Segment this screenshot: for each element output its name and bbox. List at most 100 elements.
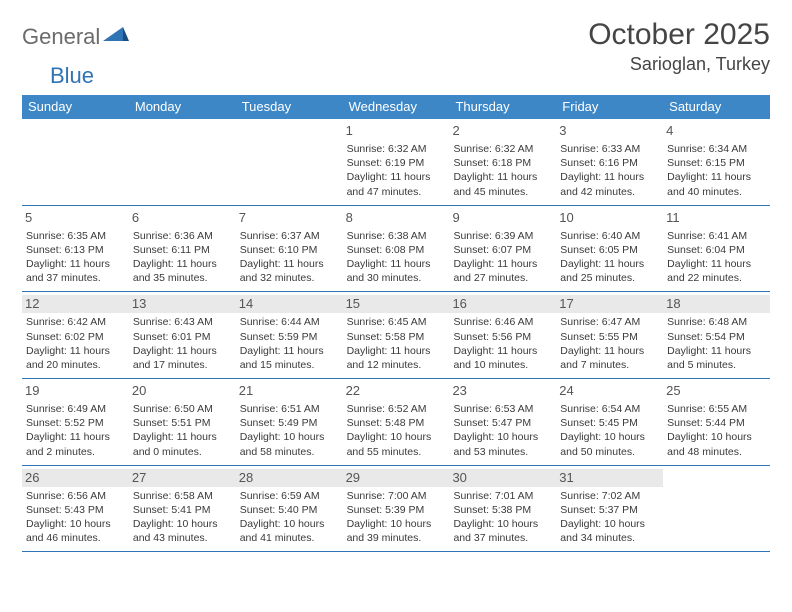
- day-detail: Sunrise: 6:33 AMSunset: 6:16 PMDaylight:…: [560, 142, 659, 199]
- day-detail: Sunrise: 6:42 AMSunset: 6:02 PMDaylight:…: [26, 315, 125, 372]
- day-number: 30: [449, 469, 556, 487]
- day-cell: [236, 119, 343, 205]
- day-number: 19: [22, 382, 129, 400]
- logo-word1: General: [22, 24, 100, 50]
- day-cell: 12 Sunrise: 6:42 AMSunset: 6:02 PMDayligh…: [22, 292, 129, 378]
- day-detail: Sunrise: 6:51 AMSunset: 5:49 PMDaylight:…: [240, 402, 339, 459]
- day-cell: 5 Sunrise: 6:35 AMSunset: 6:13 PMDaylight…: [22, 206, 129, 292]
- day-number: 5: [22, 209, 129, 227]
- day-number: 25: [663, 382, 770, 400]
- weekday-label: Friday: [556, 95, 663, 119]
- day-number: 14: [236, 295, 343, 313]
- weekday-label: Saturday: [663, 95, 770, 119]
- day-number: 9: [449, 209, 556, 227]
- day-cell: 13 Sunrise: 6:43 AMSunset: 6:01 PMDayligh…: [129, 292, 236, 378]
- day-number: 18: [663, 295, 770, 313]
- day-cell: [663, 466, 770, 552]
- day-detail: Sunrise: 6:35 AMSunset: 6:13 PMDaylight:…: [26, 229, 125, 286]
- day-detail: Sunrise: 6:54 AMSunset: 5:45 PMDaylight:…: [560, 402, 659, 459]
- day-cell: [22, 119, 129, 205]
- day-number: 1: [343, 122, 450, 140]
- day-cell: 9 Sunrise: 6:39 AMSunset: 6:07 PMDaylight…: [449, 206, 556, 292]
- day-cell: 31 Sunrise: 7:02 AMSunset: 5:37 PMDayligh…: [556, 466, 663, 552]
- week-row: 1 Sunrise: 6:32 AMSunset: 6:19 PMDaylight…: [22, 119, 770, 206]
- day-cell: 27Sunrise: 6:58 AMSunset: 5:41 PMDayligh…: [129, 466, 236, 552]
- day-number: 28: [236, 469, 343, 487]
- day-detail: Sunrise: 6:45 AMSunset: 5:58 PMDaylight:…: [347, 315, 446, 372]
- day-number: 26: [22, 469, 129, 487]
- weekday-label: Wednesday: [343, 95, 450, 119]
- day-cell: 4 Sunrise: 6:34 AMSunset: 6:15 PMDaylight…: [663, 119, 770, 205]
- day-number: 21: [236, 382, 343, 400]
- day-number: 24: [556, 382, 663, 400]
- day-number: 23: [449, 382, 556, 400]
- day-detail: Sunrise: 6:43 AMSunset: 6:01 PMDaylight:…: [133, 315, 232, 372]
- day-detail: Sunrise: 6:40 AMSunset: 6:05 PMDaylight:…: [560, 229, 659, 286]
- day-number: 2: [449, 122, 556, 140]
- week-row: 12 Sunrise: 6:42 AMSunset: 6:02 PMDayligh…: [22, 292, 770, 379]
- day-detail: Sunrise: 6:41 AMSunset: 6:04 PMDaylight:…: [667, 229, 766, 286]
- day-cell: 25 Sunrise: 6:55 AMSunset: 5:44 PMDayligh…: [663, 379, 770, 465]
- day-cell: 21 Sunrise: 6:51 AMSunset: 5:49 PMDayligh…: [236, 379, 343, 465]
- calendar-page: General October 2025 Sarioglan, Turkey B…: [0, 0, 792, 552]
- day-number: 6: [129, 209, 236, 227]
- logo: General: [22, 18, 129, 50]
- week-row: 26 Sunrise: 6:56 AMSunset: 5:43 PMDayligh…: [22, 466, 770, 553]
- day-number: 13: [129, 295, 236, 313]
- day-number: 11: [663, 209, 770, 227]
- day-detail: Sunrise: 7:01 AMSunset: 5:38 PMDaylight:…: [453, 489, 552, 546]
- weekday-label: Tuesday: [236, 95, 343, 119]
- day-number: 15: [343, 295, 450, 313]
- day-cell: 8 Sunrise: 6:38 AMSunset: 6:08 PMDaylight…: [343, 206, 450, 292]
- day-detail: Sunrise: 6:39 AMSunset: 6:07 PMDaylight:…: [453, 229, 552, 286]
- day-number: 4: [663, 122, 770, 140]
- weekday-label: Thursday: [449, 95, 556, 119]
- day-cell: 6 Sunrise: 6:36 AMSunset: 6:11 PMDaylight…: [129, 206, 236, 292]
- day-detail: Sunrise: 6:47 AMSunset: 5:55 PMDaylight:…: [560, 315, 659, 372]
- day-cell: 29Sunrise: 7:00 AMSunset: 5:39 PMDayligh…: [343, 466, 450, 552]
- day-detail: Sunrise: 6:56 AMSunset: 5:43 PMDaylight:…: [26, 489, 125, 546]
- day-cell: 10 Sunrise: 6:40 AMSunset: 6:05 PMDayligh…: [556, 206, 663, 292]
- day-cell: 20 Sunrise: 6:50 AMSunset: 5:51 PMDayligh…: [129, 379, 236, 465]
- day-cell: 28 Sunrise: 6:59 AMSunset: 5:40 PMDayligh…: [236, 466, 343, 552]
- day-cell: 11 Sunrise: 6:41 AMSunset: 6:04 PMDayligh…: [663, 206, 770, 292]
- day-detail: Sunrise: 6:34 AMSunset: 6:15 PMDaylight:…: [667, 142, 766, 199]
- day-cell: 15 Sunrise: 6:45 AMSunset: 5:58 PMDayligh…: [343, 292, 450, 378]
- day-number: 12: [22, 295, 129, 313]
- day-detail: Sunrise: 6:52 AMSunset: 5:48 PMDaylight:…: [347, 402, 446, 459]
- week-row: 19Sunrise: 6:49 AMSunset: 5:52 PMDayligh…: [22, 379, 770, 466]
- day-detail: Sunrise: 6:46 AMSunset: 5:56 PMDaylight:…: [453, 315, 552, 372]
- day-cell: 14Sunrise: 6:44 AMSunset: 5:59 PMDayligh…: [236, 292, 343, 378]
- day-number: 10: [556, 209, 663, 227]
- day-cell: 26 Sunrise: 6:56 AMSunset: 5:43 PMDayligh…: [22, 466, 129, 552]
- weekday-header: SundayMondayTuesdayWednesdayThursdayFrid…: [22, 95, 770, 119]
- day-cell: [129, 119, 236, 205]
- day-cell: 19Sunrise: 6:49 AMSunset: 5:52 PMDayligh…: [22, 379, 129, 465]
- day-detail: Sunrise: 6:36 AMSunset: 6:11 PMDaylight:…: [133, 229, 232, 286]
- day-detail: Sunrise: 6:59 AMSunset: 5:40 PMDaylight:…: [240, 489, 339, 546]
- weekday-label: Monday: [129, 95, 236, 119]
- day-number: 16: [449, 295, 556, 313]
- day-cell: 23 Sunrise: 6:53 AMSunset: 5:47 PMDayligh…: [449, 379, 556, 465]
- day-detail: Sunrise: 6:37 AMSunset: 6:10 PMDaylight:…: [240, 229, 339, 286]
- day-cell: 1 Sunrise: 6:32 AMSunset: 6:19 PMDaylight…: [343, 119, 450, 205]
- day-detail: Sunrise: 6:55 AMSunset: 5:44 PMDaylight:…: [667, 402, 766, 459]
- day-number: 20: [129, 382, 236, 400]
- day-cell: 17Sunrise: 6:47 AMSunset: 5:55 PMDayligh…: [556, 292, 663, 378]
- day-detail: Sunrise: 6:58 AMSunset: 5:41 PMDaylight:…: [133, 489, 232, 546]
- day-detail: Sunrise: 6:32 AMSunset: 6:18 PMDaylight:…: [453, 142, 552, 199]
- day-detail: Sunrise: 6:53 AMSunset: 5:47 PMDaylight:…: [453, 402, 552, 459]
- day-number: 8: [343, 209, 450, 227]
- week-row: 5 Sunrise: 6:35 AMSunset: 6:13 PMDaylight…: [22, 206, 770, 293]
- day-cell: 24 Sunrise: 6:54 AMSunset: 5:45 PMDayligh…: [556, 379, 663, 465]
- day-cell: 18Sunrise: 6:48 AMSunset: 5:54 PMDayligh…: [663, 292, 770, 378]
- day-number: 3: [556, 122, 663, 140]
- day-cell: 7Sunrise: 6:37 AMSunset: 6:10 PMDaylight…: [236, 206, 343, 292]
- day-number: 31: [556, 469, 663, 487]
- day-detail: Sunrise: 6:32 AMSunset: 6:19 PMDaylight:…: [347, 142, 446, 199]
- day-detail: Sunrise: 6:50 AMSunset: 5:51 PMDaylight:…: [133, 402, 232, 459]
- weekday-label: Sunday: [22, 95, 129, 119]
- day-detail: Sunrise: 6:38 AMSunset: 6:08 PMDaylight:…: [347, 229, 446, 286]
- day-detail: Sunrise: 7:02 AMSunset: 5:37 PMDaylight:…: [560, 489, 659, 546]
- day-cell: 16 Sunrise: 6:46 AMSunset: 5:56 PMDayligh…: [449, 292, 556, 378]
